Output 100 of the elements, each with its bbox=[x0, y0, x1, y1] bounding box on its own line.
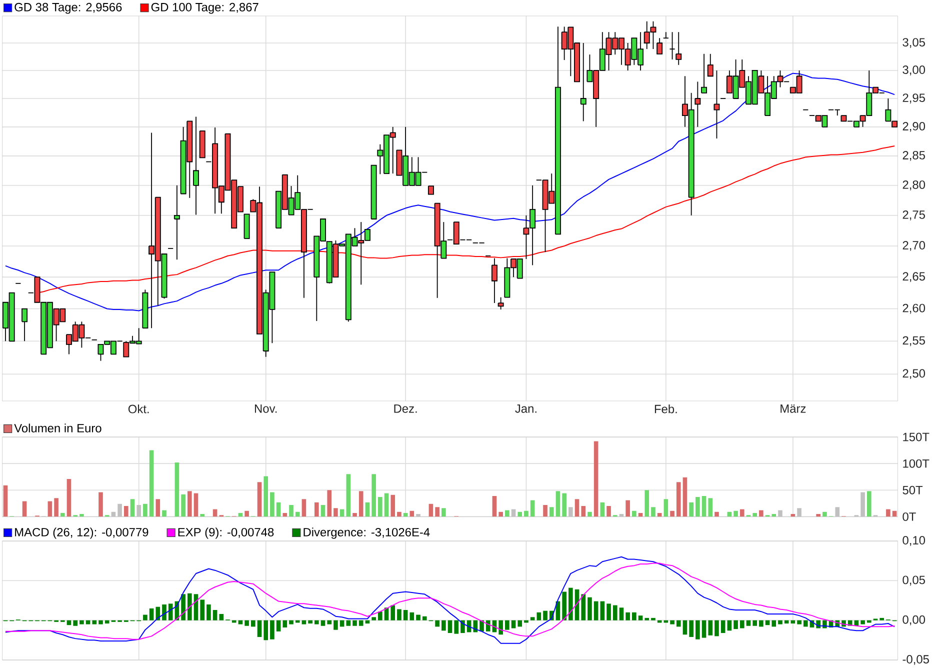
bar bbox=[372, 474, 376, 517]
bar bbox=[212, 610, 218, 620]
bar bbox=[187, 593, 192, 620]
bar bbox=[149, 450, 154, 517]
bar bbox=[740, 620, 744, 628]
y-tick-label: 2,55 bbox=[902, 336, 925, 346]
bar bbox=[714, 512, 719, 517]
bar bbox=[696, 620, 700, 640]
bar bbox=[403, 610, 408, 620]
bar bbox=[308, 620, 312, 624]
bar bbox=[270, 492, 274, 517]
candlestick bbox=[694, 81, 701, 128]
bar bbox=[518, 512, 522, 517]
candlestick bbox=[244, 214, 250, 240]
bar bbox=[486, 620, 490, 632]
bar bbox=[302, 620, 306, 624]
y-tick-label: 2,60 bbox=[902, 304, 926, 314]
bar bbox=[606, 506, 611, 517]
bar bbox=[435, 620, 440, 627]
bar bbox=[689, 620, 694, 637]
bar bbox=[73, 620, 78, 626]
bar bbox=[264, 476, 268, 517]
bar bbox=[772, 514, 776, 517]
y-tick-label: 0T bbox=[902, 512, 916, 521]
y-tick-label: 0,00 bbox=[902, 615, 926, 626]
bar bbox=[727, 620, 732, 631]
bar bbox=[143, 614, 148, 620]
bar bbox=[320, 504, 326, 517]
bar bbox=[397, 609, 402, 620]
candlestick bbox=[491, 258, 498, 304]
bar bbox=[778, 620, 782, 624]
bar bbox=[66, 478, 72, 517]
bar bbox=[682, 620, 688, 635]
bar bbox=[822, 512, 827, 517]
bar bbox=[651, 507, 656, 517]
bar bbox=[803, 620, 808, 627]
candlestick bbox=[707, 53, 714, 77]
legend-label: MACD (26, 12): -0,00779 bbox=[15, 528, 148, 539]
bar bbox=[600, 502, 605, 517]
bar bbox=[194, 493, 198, 517]
bar bbox=[238, 620, 243, 624]
bar bbox=[530, 617, 535, 620]
bar bbox=[454, 620, 459, 634]
candlestick bbox=[656, 38, 663, 54]
bar bbox=[334, 620, 338, 630]
bar bbox=[143, 504, 148, 517]
bar bbox=[696, 497, 700, 517]
bar bbox=[714, 620, 719, 636]
bar bbox=[556, 491, 560, 517]
bar bbox=[734, 510, 738, 517]
y-tick-label: 2,70 bbox=[902, 241, 926, 251]
bar bbox=[676, 482, 681, 517]
y-tick-label: 150T bbox=[903, 432, 930, 442]
bar bbox=[644, 618, 650, 620]
bar bbox=[334, 508, 338, 517]
bar bbox=[60, 512, 65, 517]
bar bbox=[327, 620, 332, 624]
bar bbox=[702, 496, 706, 517]
candlestick bbox=[174, 184, 180, 260]
legend-label: EXP (9): -0,00748 bbox=[178, 528, 274, 539]
candlestick bbox=[676, 32, 682, 66]
bar bbox=[702, 620, 706, 638]
y-tick-label: 0,05 bbox=[902, 576, 925, 586]
bar bbox=[410, 510, 414, 517]
candlestick bbox=[669, 32, 676, 60]
bar bbox=[498, 620, 503, 635]
bar bbox=[644, 490, 650, 517]
bar bbox=[734, 620, 738, 630]
bar bbox=[594, 601, 598, 620]
bar bbox=[759, 620, 764, 627]
candlestick bbox=[580, 42, 586, 122]
bar bbox=[619, 608, 624, 620]
bar bbox=[264, 620, 268, 640]
y-tick-label: 2,75 bbox=[902, 210, 925, 220]
bar bbox=[320, 620, 326, 626]
bar bbox=[244, 510, 249, 517]
bar bbox=[168, 604, 173, 620]
bar bbox=[314, 502, 319, 517]
y-tick-label: 2,80 bbox=[902, 180, 926, 190]
bar bbox=[860, 620, 865, 624]
y-tick-label: 0,10 bbox=[902, 536, 926, 546]
bar bbox=[632, 612, 636, 620]
bar bbox=[651, 618, 656, 620]
bar bbox=[352, 620, 357, 626]
bar bbox=[314, 620, 319, 624]
candlestick bbox=[142, 289, 148, 329]
bar bbox=[626, 500, 630, 517]
bar bbox=[594, 441, 598, 517]
bar bbox=[384, 493, 389, 517]
bar bbox=[428, 504, 434, 517]
bar bbox=[588, 597, 592, 620]
y-tick-label: 100T bbox=[903, 459, 930, 468]
bar bbox=[22, 501, 27, 517]
bar bbox=[638, 616, 643, 620]
bar bbox=[390, 605, 396, 620]
bar bbox=[606, 604, 611, 620]
bar bbox=[670, 620, 674, 624]
bar bbox=[174, 462, 180, 517]
bar bbox=[689, 502, 694, 517]
bar bbox=[250, 620, 256, 627]
